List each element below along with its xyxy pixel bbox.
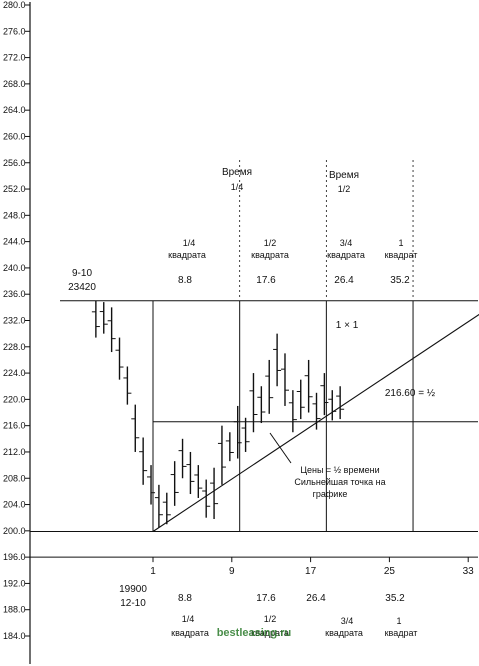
time-quarter-fraction: 1/4 (231, 182, 244, 192)
start-top-price: 23420 (68, 282, 96, 293)
bottom-fraction-3: 3/4 (341, 616, 354, 626)
y-tick-label: 204.0 (3, 500, 26, 510)
y-tick-label: 252.0 (3, 184, 26, 194)
bottom-value-4: 35.2 (385, 593, 405, 604)
y-axis: 280.0 276.0 272.0 268.0 264.0 260.0 256.0 252.0… (3, 0, 31, 664)
top-value-1: 8.8 (178, 275, 192, 286)
y-tick-label: 256.0 (3, 158, 26, 168)
top-fraction-3: 3/4 (340, 238, 353, 248)
bottom-fraction-2: 1/2 (264, 614, 277, 624)
note-line-3: графике (313, 489, 348, 499)
top-fraction-4: 1 (398, 238, 403, 248)
gann-square (30, 160, 479, 532)
bottom-value-1: 8.8 (178, 593, 192, 604)
y-tick-label: 248.0 (3, 210, 26, 220)
y-tick-label: 184.0 (3, 631, 26, 641)
watermark: bestleasing.ru (217, 627, 292, 639)
x-axis: 191725334149 (30, 556, 478, 577)
y-tick-label: 232.0 (3, 316, 26, 326)
note-line-1: Цены = ½ времени (300, 465, 379, 475)
top-value-2: 17.6 (256, 275, 276, 286)
x-tick-label: 33 (463, 566, 475, 577)
time-quarter-label: Время (222, 167, 252, 178)
x-tick-label: 1 (150, 566, 156, 577)
price-bars (91, 300, 345, 528)
top-word-3: квадрата (327, 250, 365, 260)
diagonal-label: 1 × 1 (336, 320, 359, 331)
bottom-fraction-4: 1 (396, 616, 401, 626)
y-tick-label: 200.0 (3, 526, 26, 536)
bottom-word-2: квадрата (251, 628, 289, 638)
y-tick-label: 228.0 (3, 342, 26, 352)
y-tick-label: 212.0 (3, 447, 26, 457)
top-word-2: квадрата (251, 250, 289, 260)
y-tick-label: 240.0 (3, 263, 26, 273)
y-tick-label: 224.0 (3, 368, 26, 378)
y-tick-label: 216.0 (3, 421, 26, 431)
y-tick-label: 280.0 (3, 0, 26, 10)
y-tick-label: 196.0 (3, 552, 26, 562)
bottom-word-3: квадрата (325, 628, 363, 638)
bottom-word-1: квадрата (171, 628, 209, 638)
y-tick-label: 272.0 (3, 53, 26, 63)
y-tick-label: 192.0 (3, 578, 26, 588)
time-half-fraction: 1/2 (338, 184, 351, 194)
bottom-fraction-1: 1/4 (182, 614, 195, 624)
start-bottom-price: 19900 (119, 584, 147, 595)
top-fraction-2: 1/2 (264, 238, 277, 248)
y-tick-label: 264.0 (3, 105, 26, 115)
top-value-4: 35.2 (390, 275, 410, 286)
price-level-label: 216.60 = ½ (385, 388, 436, 399)
top-word-4: квадрат (385, 250, 418, 260)
top-word-1: квадрата (168, 250, 206, 260)
y-tick-label: 220.0 (3, 394, 26, 404)
y-tick-label: 208.0 (3, 473, 26, 483)
start-bottom-date: 12-10 (120, 598, 146, 609)
x-tick-label: 25 (384, 566, 396, 577)
top-value-3: 26.4 (334, 275, 354, 286)
time-half-label: Время (329, 170, 359, 181)
y-tick-label: 236.0 (3, 289, 26, 299)
diagonal-1x1-line (152, 313, 479, 532)
y-tick-label: 244.0 (3, 237, 26, 247)
y-tick-label: 260.0 (3, 131, 26, 141)
note-leader-line (269, 432, 292, 464)
y-tick-label: 268.0 (3, 79, 26, 89)
x-tick-label: 9 (229, 566, 235, 577)
note-line-2: Сильнейшая точка на (294, 477, 385, 487)
start-top-date: 9-10 (72, 268, 92, 279)
y-tick-label: 188.0 (3, 605, 26, 615)
x-tick-label: 17 (305, 566, 317, 577)
y-tick-label: 276.0 (3, 26, 26, 36)
bottom-word-4: квадрат (385, 628, 418, 638)
bottom-value-2: 17.6 (256, 593, 276, 604)
bottom-value-3: 26.4 (306, 593, 326, 604)
top-fraction-1: 1/4 (183, 238, 196, 248)
